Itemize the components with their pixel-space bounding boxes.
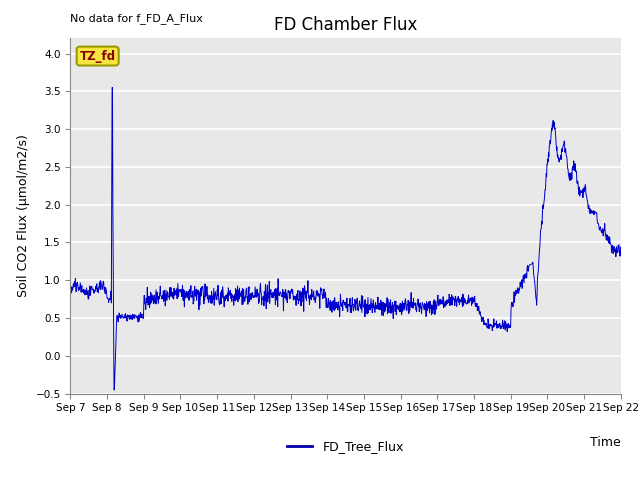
Text: No data for f_FD_A_Flux: No data for f_FD_A_Flux: [70, 13, 204, 24]
Title: FD Chamber Flux: FD Chamber Flux: [274, 16, 417, 34]
Text: TZ_fd: TZ_fd: [79, 49, 116, 62]
Text: Time: Time: [590, 436, 621, 449]
Y-axis label: Soil CO2 Flux (µmol/m2/s): Soil CO2 Flux (µmol/m2/s): [17, 134, 30, 298]
Legend: FD_Tree_Flux: FD_Tree_Flux: [282, 435, 409, 458]
